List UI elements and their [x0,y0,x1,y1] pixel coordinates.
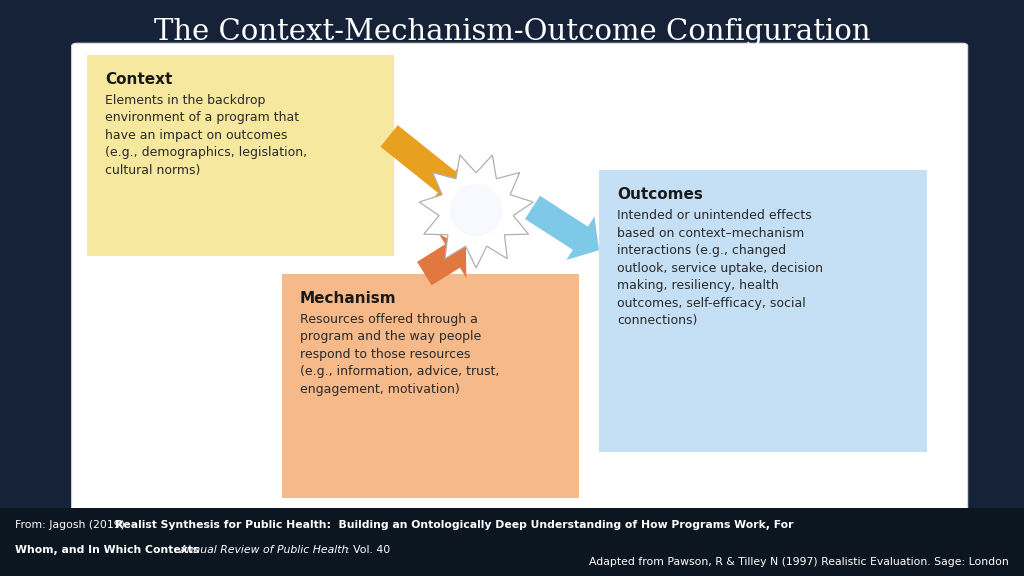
Polygon shape [419,155,534,268]
Text: Intended or unintended effects
based on context–mechanism
interactions (e.g., ch: Intended or unintended effects based on … [617,209,823,327]
FancyBboxPatch shape [87,55,394,256]
FancyBboxPatch shape [282,274,579,498]
Text: Adapted from Pawson, R & Tilley N (1997) Realistic Evaluation. Sage: London: Adapted from Pawson, R & Tilley N (1997)… [589,556,1009,567]
Text: Resources offered through a
program and the way people
respond to those resource: Resources offered through a program and … [300,313,500,396]
Polygon shape [381,125,471,202]
Text: From: Jagosh (2019): From: Jagosh (2019) [15,520,129,530]
Polygon shape [417,234,466,285]
Text: Whom, and In Which Contexts: Whom, and In Which Contexts [15,545,200,555]
Text: .: . [174,545,181,555]
Text: Context: Context [105,72,173,87]
Text: The Context-Mechanism-Outcome Configuration: The Context-Mechanism-Outcome Configurat… [154,18,870,46]
Text: Mechanism: Mechanism [300,291,396,306]
Text: Outcomes: Outcomes [617,187,703,202]
Polygon shape [450,184,503,236]
FancyBboxPatch shape [0,508,1024,576]
Text: : Vol. 40: : Vol. 40 [346,545,390,555]
Text: Realist Synthesis for Public Health:  Building an Ontologically Deep Understandi: Realist Synthesis for Public Health: Bui… [115,520,794,530]
FancyBboxPatch shape [72,43,968,513]
Polygon shape [525,196,599,260]
Text: Elements in the backdrop
environment of a program that
have an impact on outcome: Elements in the backdrop environment of … [105,94,307,177]
Text: Annual Review of Public Health: Annual Review of Public Health [179,545,348,555]
FancyBboxPatch shape [599,170,927,452]
